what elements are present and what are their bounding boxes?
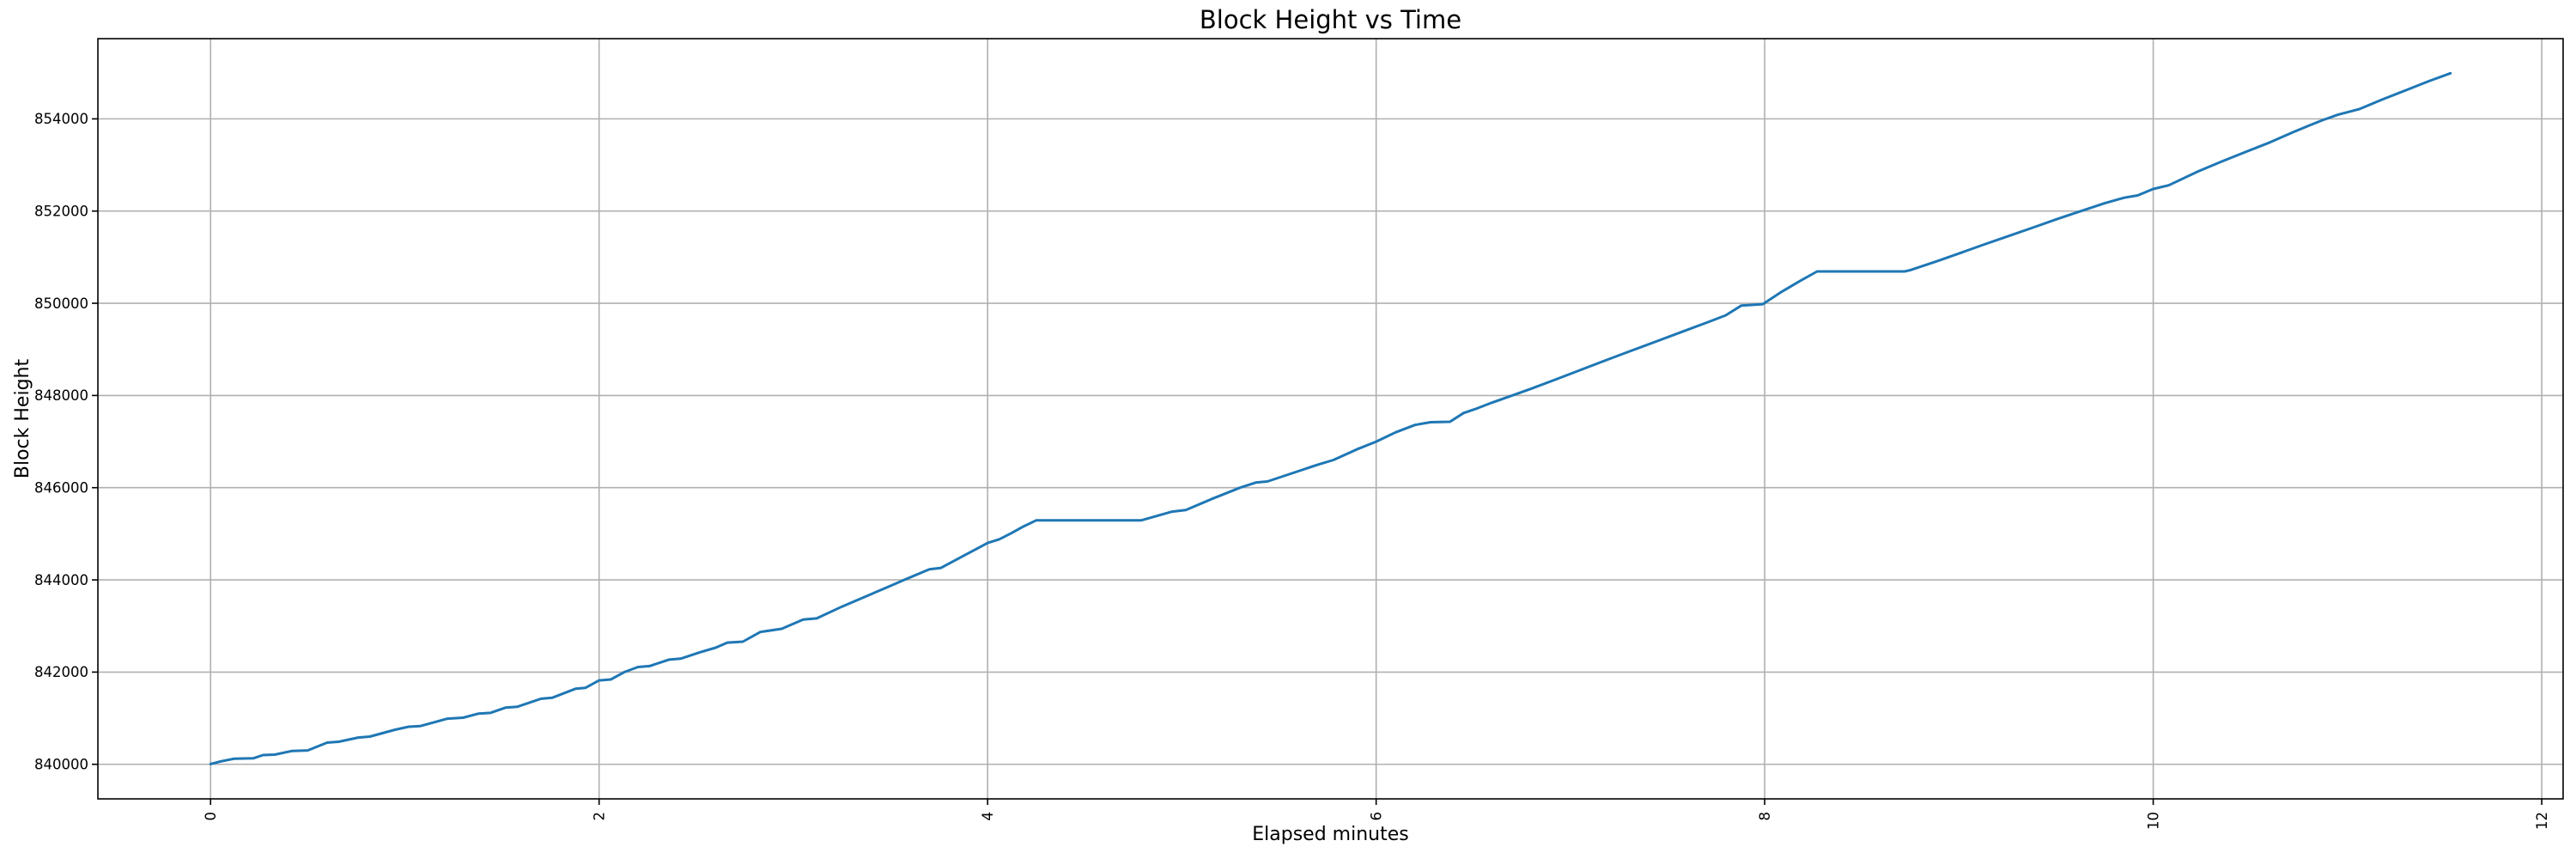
x-tick-label: 0	[203, 812, 219, 821]
tick-labels-layer: 0 2 4 6 8 10 12 840000 842000 844000 846000 848000 8…	[34, 111, 2550, 830]
x-tick-label: 2	[591, 812, 607, 821]
x-tick-label: 12	[2534, 812, 2550, 830]
axes-spines	[97, 38, 2564, 800]
y-tick-label: 848000	[34, 387, 88, 404]
y-tick-label: 842000	[34, 664, 88, 680]
y-tick-label: 854000	[34, 111, 88, 127]
plot-border	[97, 38, 2564, 800]
y-tick-label: 850000	[34, 295, 88, 312]
x-tick-label: 6	[1368, 812, 1384, 821]
grid-layer	[98, 39, 2563, 799]
y-axis-label: Block Height	[12, 359, 33, 479]
x-axis-label: Elapsed minutes	[1252, 824, 1408, 845]
y-tick-label: 844000	[34, 572, 88, 588]
x-tick-label: 8	[1757, 812, 1773, 821]
chart-title: Block Height vs Time	[1200, 5, 1461, 34]
tick-marks-layer	[92, 118, 2543, 805]
y-tick-label: 852000	[34, 203, 88, 219]
series-line-block-height	[209, 71, 2452, 765]
y-tick-label: 846000	[34, 480, 88, 497]
x-tick-label: 4	[980, 812, 996, 821]
x-tick-label: 10	[2145, 812, 2161, 830]
y-tick-label: 840000	[34, 757, 88, 773]
